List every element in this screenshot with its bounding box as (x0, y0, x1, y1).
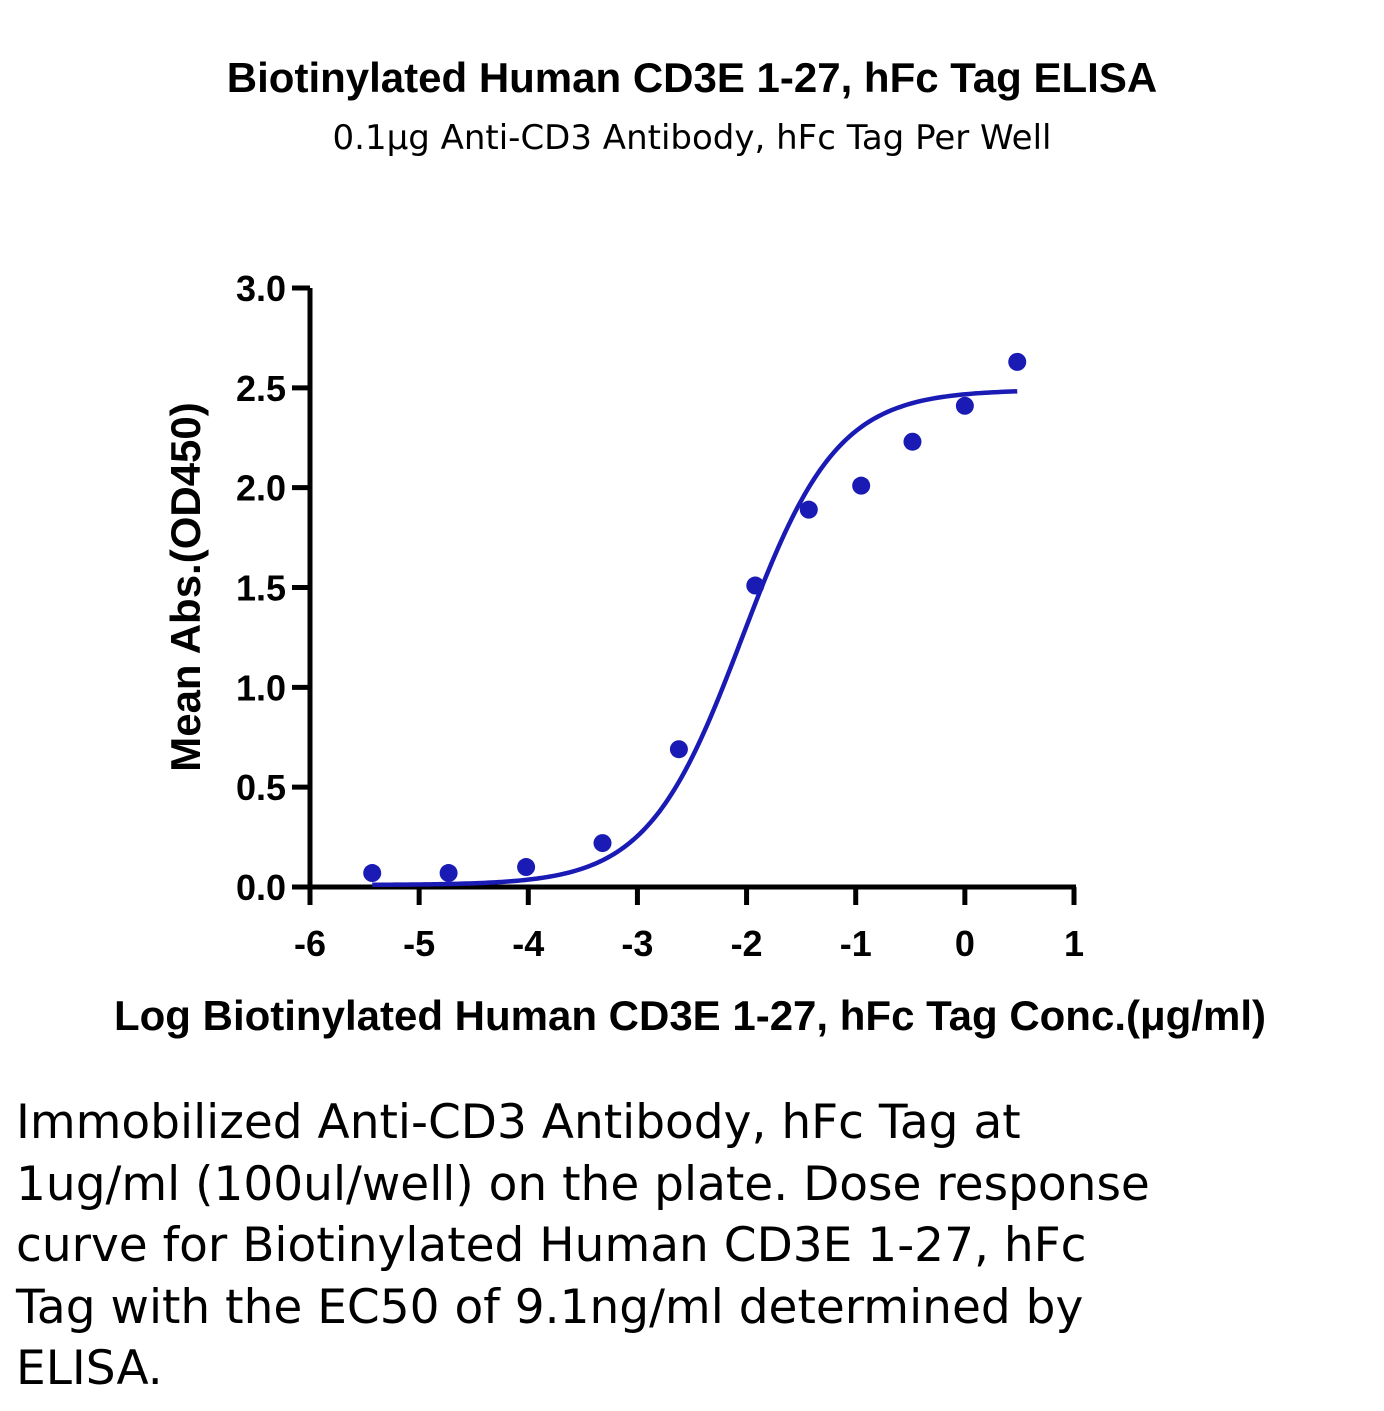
data-point (852, 476, 871, 495)
x-tick-label: 1 (1064, 923, 1084, 964)
data-point (439, 864, 458, 883)
y-tick-label: 0.5 (236, 767, 286, 808)
x-tick-label: 0 (955, 923, 975, 964)
chart-title: Biotinylated Human CD3E 1-27, hFc Tag EL… (227, 54, 1157, 101)
x-tick-label: -5 (403, 923, 435, 964)
data-point (799, 500, 818, 519)
y-tick-label: 1.5 (236, 568, 286, 609)
x-tick-label: -1 (840, 923, 872, 964)
x-tick-label: -4 (512, 923, 544, 964)
plot-area: 0.0 0.5 1.0 1.5 2.0 2.5 3.0 -6 -5 -4 -3 -2 -1 0 1 (236, 268, 1084, 964)
data-point (517, 858, 536, 877)
data-point (1008, 352, 1027, 371)
y-axis-label: Mean Abs.(OD450) (162, 402, 209, 772)
y-tick-label: 0.0 (236, 867, 286, 908)
data-point (746, 576, 765, 595)
data-point (903, 432, 922, 451)
data-point (669, 740, 688, 759)
y-tick-label: 1.0 (236, 667, 286, 708)
fit-curve (372, 389, 1018, 888)
data-point (363, 864, 382, 883)
y-tick-label: 2.0 (236, 468, 286, 509)
x-axis-label: Log Biotinylated Human CD3E 1-27, hFc Ta… (114, 992, 1266, 1039)
elisa-chart: Biotinylated Human CD3E 1-27, hFc Tag EL… (114, 54, 1266, 1039)
y-tick-label: 3.0 (236, 268, 286, 309)
data-point (593, 834, 612, 853)
y-tick-label: 2.5 (236, 368, 286, 409)
x-tick-label: -2 (731, 923, 763, 964)
figure-caption: Immobilized Anti-CD3 Antibody, hFc Tag a… (16, 1095, 1150, 1396)
x-tick-label: -6 (294, 923, 326, 964)
chart-subtitle: 0.1μg Anti-CD3 Antibody, hFc Tag Per Wel… (333, 118, 1052, 158)
x-tick-label: -3 (621, 923, 653, 964)
data-point (955, 396, 974, 415)
